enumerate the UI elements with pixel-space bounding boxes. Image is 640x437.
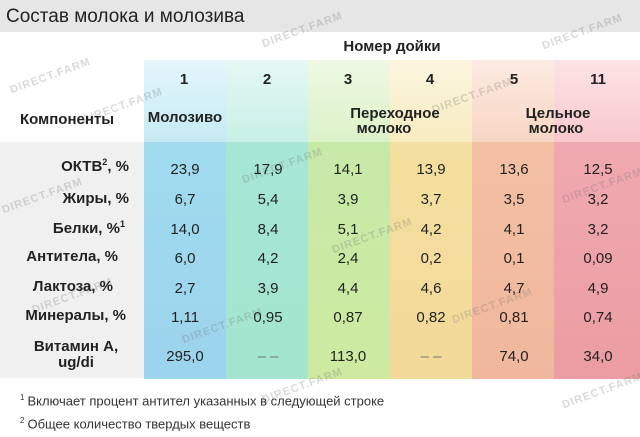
cell-value: 5,4: [257, 191, 279, 208]
cell-value: 0,74: [583, 309, 613, 326]
cell-value: 3,7: [420, 191, 442, 208]
cell-value: 0,87: [333, 309, 363, 326]
row-label-lactose: Лактоза, %: [32, 278, 113, 295]
cell-value: 17,9: [253, 161, 283, 178]
column-milking-11: [554, 60, 640, 379]
cell-value: 0,95: [253, 309, 283, 326]
cell-value: 6,0: [174, 250, 196, 267]
cell-value: 4,9: [587, 280, 609, 297]
column-milking-2: [226, 60, 308, 379]
row-label-oktv: ОКТВ2, %: [61, 157, 129, 175]
cell-value: 34,0: [583, 348, 613, 365]
column-milking-1: [144, 60, 226, 379]
column-milking-5: [472, 60, 554, 379]
cell-value: 4,7: [503, 280, 525, 297]
category-whole-line1: Цельное: [525, 105, 591, 122]
cell-value: 0,1: [503, 250, 525, 267]
milking-number-4: 4: [425, 71, 435, 88]
category-whole-line2: молоко: [528, 120, 584, 137]
cell-value: 6,7: [174, 191, 196, 208]
row-label-fat: Жиры, %: [62, 190, 129, 207]
cell-value: 4,2: [257, 250, 279, 267]
cell-value: 1,11: [170, 309, 200, 326]
cell-value: 0,81: [499, 309, 529, 326]
components-header: Компоненты: [20, 111, 115, 128]
row-label-vitamin-a: Витамин А,: [33, 338, 119, 355]
cell-value: 0,2: [420, 250, 442, 267]
column-milking-3: [308, 60, 390, 379]
cell-value: 2,4: [337, 250, 359, 267]
row-label-protein: Белки, %1: [52, 219, 125, 237]
cell-value: 295,0: [166, 348, 204, 365]
cell-value: 74,0: [499, 348, 529, 365]
category-transitional-line1: Переходное: [350, 105, 440, 122]
cell-value: 0,09: [583, 250, 613, 267]
category-colostrum: Молозиво: [147, 109, 223, 126]
cell-value: – –: [257, 348, 279, 365]
cell-value: 3,2: [587, 191, 609, 208]
cell-value: – –: [420, 348, 442, 365]
cell-value: 13,6: [499, 161, 529, 178]
cell-value: 113,0: [329, 348, 367, 365]
cell-value: 4,4: [337, 280, 359, 297]
cell-value: 23,9: [170, 161, 200, 178]
cell-value: 13,9: [416, 161, 446, 178]
title-bar: Состав молока и молозива: [0, 0, 640, 32]
milking-number-3: 3: [343, 71, 353, 88]
cell-value: 12,5: [583, 161, 613, 178]
cell-value: 3,9: [337, 191, 359, 208]
milking-number-1: 1: [179, 71, 189, 88]
cell-value: 14,0: [170, 221, 200, 238]
cell-value: 4,6: [420, 280, 442, 297]
footnote-1: 1 Включает процент антител указанных в сл…: [20, 393, 385, 409]
footnote-2: 2 Общее количество твердых веществ: [20, 416, 251, 432]
milking-number-header: Номер дойки: [343, 38, 441, 55]
cell-value: 3,2: [587, 221, 609, 238]
cell-value: 0,82: [416, 309, 446, 326]
watermark: DIRECT.FARM: [8, 55, 93, 97]
page-title: Состав молока и молозива: [6, 6, 245, 27]
cell-value: 4,1: [503, 221, 525, 238]
milking-number-11: 11: [590, 71, 606, 88]
row-label-minerals: Минералы, %: [25, 307, 126, 324]
cell-value: 2,7: [174, 280, 196, 297]
row-label-antibodies: Антитела, %: [26, 248, 118, 265]
cell-value: 5,1: [337, 221, 359, 238]
row-label-vitamin-a-unit: ug/di: [58, 354, 94, 371]
cell-value: 3,5: [503, 191, 525, 208]
milking-number-5: 5: [509, 71, 519, 88]
column-milking-4: [390, 60, 472, 379]
cell-value: 14,1: [333, 161, 363, 178]
cell-value: 4,2: [420, 221, 442, 238]
cell-value: 8,4: [257, 221, 279, 238]
category-transitional-line2: молоко: [356, 120, 412, 137]
milking-number-2: 2: [262, 71, 272, 88]
cell-value: 3,9: [257, 280, 279, 297]
